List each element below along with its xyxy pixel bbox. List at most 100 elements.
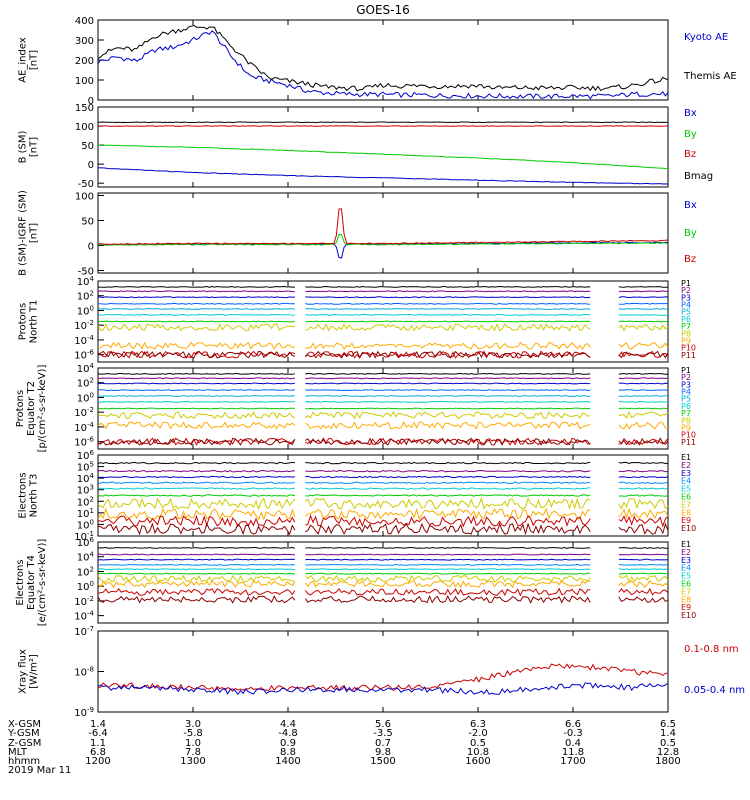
y-tick-label: 105 [77,461,94,474]
electrons_north-series-8 [618,515,669,528]
protons_equator-series-2 [618,382,669,385]
electrons_equator-series-1 [97,553,295,556]
y-tick-label: 10-2 [74,595,94,608]
electrons_equator-series-2 [618,558,669,561]
ylabel-line: Protons [15,390,26,427]
electrons_equator-series-6 [618,574,669,583]
protons_north-series-10 [305,350,591,359]
electrons_equator-series-2 [97,558,295,561]
electrons_equator-series-8 [304,587,591,597]
legend-electrons_north-E8: E8 [681,508,691,517]
protons_equator-series-6 [97,407,295,410]
protons_equator-series-5 [305,400,591,403]
footer-value: 6.5 [660,719,676,730]
legend-bsm-3: Bmag [684,171,713,182]
electrons_equator-series-5 [618,572,669,575]
legend-bsm-0: Bx [684,108,697,119]
protons_north-series-10 [618,350,669,359]
ylabel-line: Electrons [15,559,26,605]
footer-value: -6.4 [88,728,108,739]
protons_north-series-9 [304,350,591,359]
y-tick-label: 103 [77,484,94,497]
legend-protons_north-P11: P11 [681,351,696,360]
electrons_north-series-3 [97,481,296,485]
ylabel-electrons_north: Electrons North T3 [18,472,40,518]
legend-protons_equator-P9: P9 [681,423,691,432]
y-tick-label: 104 [77,472,95,485]
electrons_north-series-8 [97,514,296,528]
legend-protons_equator-P10: P10 [681,431,696,440]
y-tick-label: 102 [77,377,94,390]
legend-electrons_equator-E5: E5 [681,572,691,581]
figure-title: GOES-16 [356,3,410,17]
legend-bigrf-2: Bz [684,254,696,265]
y-tick-label: 0 [88,160,94,171]
y-tick-label: 100 [77,391,94,404]
protons_equator-series-9 [618,437,669,445]
footer-value: 8.8 [280,747,296,758]
legend-electrons_north-E7: E7 [681,500,691,509]
legend-electrons_north-E6: E6 [681,493,691,502]
electrons_north-series-5 [618,494,669,497]
electrons_north-series-0 [305,461,591,465]
y-tick-label: 400 [75,16,94,27]
protons_equator-series-6 [618,407,669,410]
legend-protons_equator-P8: P8 [681,416,691,425]
legend-bsm-1: By [684,129,697,140]
electrons_north-series-3 [305,481,591,484]
electrons_equator-series-3 [97,563,295,566]
y-tick-label: 10-7 [74,625,94,638]
electrons_equator-series-4 [305,568,591,571]
footer-value: -0.3 [563,728,583,739]
legend-protons_equator-P4: P4 [681,388,691,397]
ae-series-0 [97,30,669,100]
protons_north-series-7 [305,323,591,332]
ae-series-1 [97,24,669,92]
ylabel-line: B (SM) [18,130,29,163]
footer-value: 6.6 [565,719,581,730]
footer-value: 1600 [465,756,490,767]
xray-series-1 [97,682,669,696]
electrons_equator-series-7 [618,580,669,589]
panel-frame-3 [97,192,669,274]
footer-value: -2.0 [468,728,488,739]
protons_north-series-7 [618,324,669,332]
y-tick-label: 10-9 [74,706,94,719]
ylabel-protons_north: Protons North T1 [18,300,40,344]
ylabel-line: [p/(cm²-s-sr-keV)] [37,365,48,453]
y-tick-label: 106 [77,536,95,549]
electrons_equator-series-4 [618,568,669,571]
electrons_equator-series-5 [305,572,591,575]
ylabel-ae: AE_index [nT] [18,37,40,83]
protons_equator-series-0 [618,372,669,375]
footer-value: 1200 [85,756,110,767]
protons_equator-series-3 [618,389,669,392]
y-tick-label: 100 [77,304,94,317]
panel-frame-1 [97,19,669,101]
bsm-series-1 [97,144,668,170]
ylabel-line: Equator T2 [26,381,37,436]
y-tick-label: 0 [88,96,94,107]
y-tick-label: 10-6 [74,436,94,449]
electrons_equator-series-1 [618,553,669,556]
ylabel-line: [e/(cm²-s-sr-keV)] [37,539,48,627]
protons_north-series-8 [97,341,296,351]
legend-protons_equator-P11: P11 [681,438,696,447]
electrons_equator-series-1 [305,553,591,556]
electrons_equator-series-8 [618,587,669,596]
y-tick-label: 10-4 [74,421,94,434]
electrons_north-series-4 [305,487,591,490]
legend-protons_north-P8: P8 [681,329,691,338]
legend-electrons_equator-E8: E8 [681,595,691,604]
protons_equator-series-7 [618,411,669,419]
footer-value: 3.0 [185,719,201,730]
protons_north-series-2 [98,296,295,299]
protons_north-series-0 [305,285,591,288]
protons_north-series-8 [305,341,591,351]
protons_equator-series-10 [97,437,296,446]
ylabel-line: Equator T4 [26,555,37,610]
ylabel-line: [nT] [29,223,40,243]
ylabel-electrons_equator: Electrons Equator T4 [e/(cm²-s-sr-keV)] [15,539,48,627]
ylabel-line: Xray flux [18,649,29,694]
legend-electrons_equator-E3: E3 [681,556,691,565]
